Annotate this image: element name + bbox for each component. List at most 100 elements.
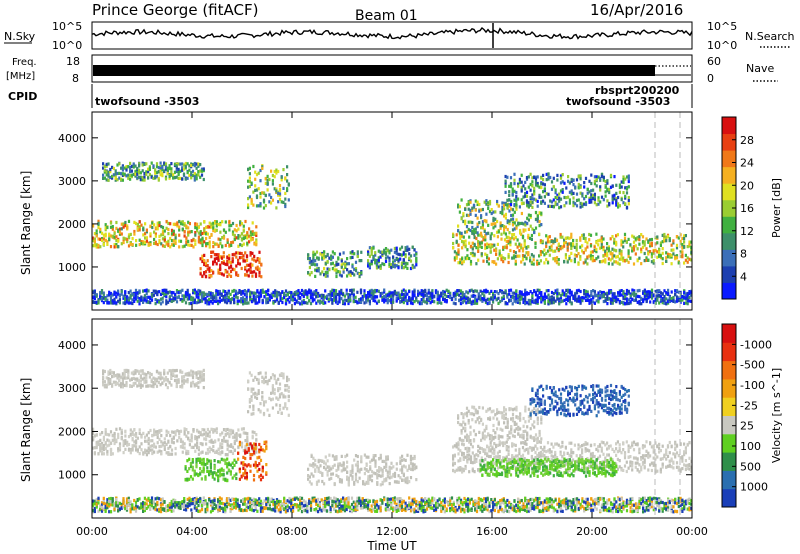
echo-cell — [99, 230, 102, 234]
echo-cell — [210, 427, 213, 431]
echo-cell — [524, 220, 527, 224]
echo-cell — [203, 262, 206, 267]
echo-cell — [592, 289, 595, 293]
echo-cell — [649, 244, 652, 248]
echo-cell — [167, 451, 170, 455]
echo-cell — [120, 428, 123, 432]
echo-cell — [624, 196, 627, 200]
echo-cell — [311, 299, 314, 303]
echo-cell — [615, 255, 618, 259]
echo-cell — [245, 477, 248, 481]
echo-cell — [102, 233, 105, 237]
echo-cell — [136, 172, 139, 176]
echo-cell — [627, 179, 630, 184]
echo-cell — [367, 252, 370, 256]
echo-cell — [650, 293, 654, 297]
echo-cell — [632, 235, 636, 239]
echo-cell — [186, 469, 189, 473]
echo-cell — [279, 292, 282, 296]
echo-cell — [618, 299, 621, 304]
echo-cell — [485, 219, 488, 223]
echo-cell — [255, 233, 258, 237]
echo-cell — [413, 300, 416, 304]
echo-cell — [365, 300, 368, 304]
echo-cell — [224, 293, 227, 297]
echo-cell — [141, 169, 144, 173]
echo-cell — [256, 290, 259, 294]
echo-cell — [458, 210, 461, 214]
echo-cell — [399, 293, 402, 297]
echo-cell — [511, 189, 514, 194]
echo-cell — [611, 252, 614, 256]
echo-cell — [570, 290, 573, 294]
echo-cell — [411, 293, 414, 297]
echo-cell — [652, 294, 655, 298]
echo-cell — [342, 251, 345, 255]
echo-cell — [138, 289, 141, 293]
colorbar-label: 12 — [740, 225, 754, 238]
echo-cell — [590, 195, 593, 199]
echo-cell — [266, 174, 269, 178]
echo-cell — [675, 256, 679, 260]
echo-cell — [237, 258, 240, 262]
echo-cell — [187, 231, 190, 235]
echo-cell — [511, 208, 515, 212]
echo-cell — [543, 300, 546, 304]
echo-cell — [465, 225, 469, 229]
echo-cell — [457, 205, 460, 209]
echo-cell — [135, 221, 138, 226]
echo-cell — [672, 299, 675, 303]
echo-cell — [515, 218, 518, 222]
echo-cell — [608, 203, 611, 207]
echo-cell — [592, 196, 595, 201]
echo-cell — [386, 301, 389, 305]
echo-cell — [242, 257, 245, 261]
echo-cell — [531, 184, 534, 188]
echo-cell — [411, 263, 414, 267]
echo-cell — [101, 231, 104, 235]
echo-cell — [359, 300, 363, 304]
colorbar-segment — [722, 282, 736, 300]
echo-cell — [140, 295, 143, 299]
echo-cell — [338, 270, 342, 274]
echo-cell — [132, 172, 135, 177]
echo-cell — [172, 229, 175, 233]
echo-cell — [181, 228, 184, 232]
echo-cell — [193, 175, 196, 179]
echo-cell — [95, 443, 98, 447]
echo-cell — [625, 288, 629, 293]
echo-cell — [509, 185, 513, 189]
echo-cell — [199, 175, 202, 179]
echo-cell — [667, 288, 670, 292]
echo-cell — [108, 232, 111, 236]
echo-cell — [377, 289, 380, 293]
echo-cell — [622, 290, 625, 294]
echo-cell — [302, 301, 305, 305]
echo-cell — [210, 233, 213, 237]
echo-cell — [206, 267, 209, 271]
echo-cell — [176, 429, 179, 433]
echo-cell — [258, 455, 261, 459]
echo-cell — [627, 254, 630, 258]
echo-cell — [579, 236, 582, 240]
echo-cell — [457, 252, 460, 256]
echo-cell — [144, 439, 147, 443]
echo-cell — [213, 459, 216, 463]
echo-cell — [208, 446, 211, 450]
echo-cell — [536, 262, 539, 266]
echo-cell — [129, 242, 132, 246]
echo-cell — [170, 167, 173, 171]
echo-cell — [258, 250, 261, 254]
echo-cell — [346, 257, 349, 261]
echo-cell — [600, 242, 603, 246]
echo-cell — [503, 231, 506, 235]
echo-cell — [315, 289, 318, 293]
echo-cell — [225, 301, 229, 305]
echo-cell — [649, 295, 652, 299]
echo-cell — [243, 289, 246, 293]
echo-cell — [306, 301, 309, 305]
echo-cell — [147, 446, 150, 450]
echo-cell — [195, 460, 198, 464]
